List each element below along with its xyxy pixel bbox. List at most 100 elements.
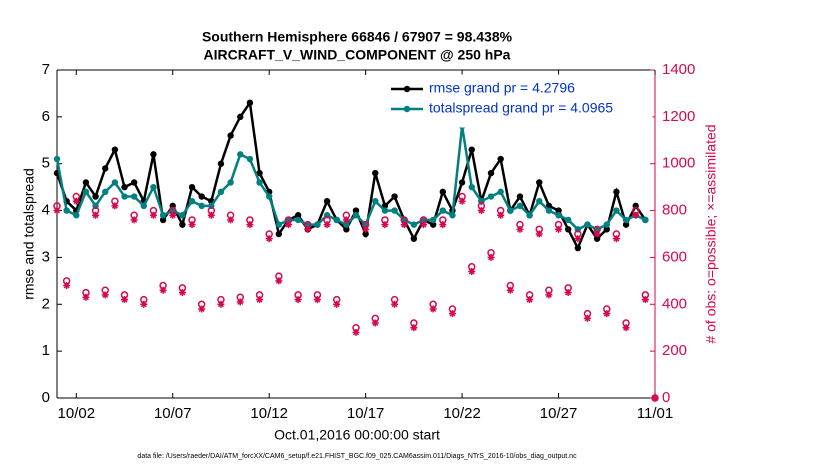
- point: [593, 235, 601, 242]
- footnote: data file: /Users/raeder/DAI/ATM_forcXX/…: [137, 453, 577, 460]
- point: [121, 193, 128, 200]
- point: [362, 221, 369, 228]
- asterisk-stroke: [140, 301, 147, 308]
- asterisk-stroke: [420, 221, 427, 228]
- asterisk-stroke: [189, 221, 196, 228]
- asterisk-stroke: [526, 296, 533, 303]
- point: [391, 207, 398, 214]
- point: [304, 221, 311, 228]
- point: [82, 179, 90, 186]
- point: [237, 151, 244, 158]
- point: [564, 226, 572, 233]
- asterisk-stroke: [410, 324, 417, 331]
- asterisk-stroke: [111, 202, 118, 209]
- point: [555, 207, 562, 214]
- asterisk-stroke: [343, 216, 350, 223]
- point: [516, 193, 524, 200]
- point: [323, 198, 331, 205]
- point: [372, 198, 379, 205]
- point: [265, 193, 273, 200]
- asterisk-stroke: [275, 277, 282, 284]
- point: [516, 225, 524, 233]
- point: [73, 212, 80, 219]
- point: [294, 212, 302, 219]
- asterisk-stroke: [285, 221, 292, 228]
- point: [497, 188, 504, 196]
- asterisk-stroke: [169, 212, 176, 219]
- point: [516, 202, 524, 210]
- point: [333, 300, 341, 308]
- point: [622, 324, 630, 332]
- point: [603, 221, 610, 228]
- asterisk-stroke: [266, 235, 273, 242]
- point: [169, 207, 176, 214]
- asterisk-stroke: [150, 212, 157, 219]
- x-axis-label: Oct.01,2016 00:00:00 start: [274, 427, 440, 443]
- point: [53, 155, 61, 163]
- point: [651, 394, 659, 402]
- point: [448, 310, 456, 318]
- point: [294, 296, 302, 304]
- asterisk-stroke: [574, 235, 581, 242]
- point: [613, 207, 620, 214]
- point: [92, 211, 100, 219]
- point: [63, 282, 71, 290]
- point: [400, 221, 408, 229]
- point: [53, 207, 61, 215]
- asterisk-stroke: [603, 310, 610, 317]
- point: [487, 169, 495, 177]
- point: [236, 298, 244, 306]
- point: [265, 235, 273, 243]
- point: [111, 179, 119, 186]
- point: [352, 207, 360, 214]
- asterisk-stroke: [324, 221, 331, 228]
- point: [227, 179, 234, 186]
- asterisk-stroke: [314, 296, 321, 303]
- y2-axis-label: # of obs: o=possible; ×=assimilated: [703, 124, 719, 343]
- point: [217, 188, 225, 196]
- asterisk-stroke: [304, 226, 311, 233]
- point: [507, 207, 514, 214]
- y-axis-label: rmse and totalspread: [21, 168, 37, 300]
- asterisk-stroke: [121, 296, 128, 303]
- point: [372, 169, 379, 177]
- asterisk-stroke: [131, 216, 138, 223]
- asterisk-stroke: [642, 296, 649, 303]
- point: [313, 296, 321, 304]
- point: [285, 216, 292, 224]
- point: [410, 324, 418, 332]
- asterisk-stroke: [237, 298, 244, 305]
- asterisk-stroke: [497, 212, 504, 219]
- asterisk-stroke: [333, 301, 340, 308]
- point: [111, 202, 119, 210]
- asterisk-stroke: [516, 226, 523, 233]
- point: [188, 183, 196, 191]
- asterisk-stroke: [430, 305, 437, 312]
- point: [130, 179, 138, 186]
- point: [333, 216, 340, 224]
- point: [237, 113, 244, 121]
- point: [429, 216, 437, 224]
- asterisk-stroke: [459, 198, 466, 205]
- point: [584, 221, 591, 228]
- point: [102, 188, 109, 196]
- point: [439, 207, 447, 214]
- point: [82, 188, 90, 196]
- point: [227, 132, 234, 139]
- point: [458, 179, 466, 186]
- y2-tick-label: 1200: [662, 108, 695, 125]
- asterisk-stroke: [353, 329, 359, 336]
- point: [178, 289, 186, 297]
- point: [391, 300, 399, 308]
- point: [198, 193, 205, 200]
- point: [130, 216, 138, 224]
- asterisk-stroke: [613, 235, 620, 242]
- point: [545, 291, 553, 299]
- point: [381, 221, 389, 229]
- point: [352, 328, 360, 336]
- point: [468, 146, 475, 153]
- y-tick-label: 1: [42, 342, 50, 359]
- point: [468, 267, 476, 275]
- y2-tick-label: 1400: [662, 61, 695, 78]
- y2-tick-label: 400: [662, 295, 687, 312]
